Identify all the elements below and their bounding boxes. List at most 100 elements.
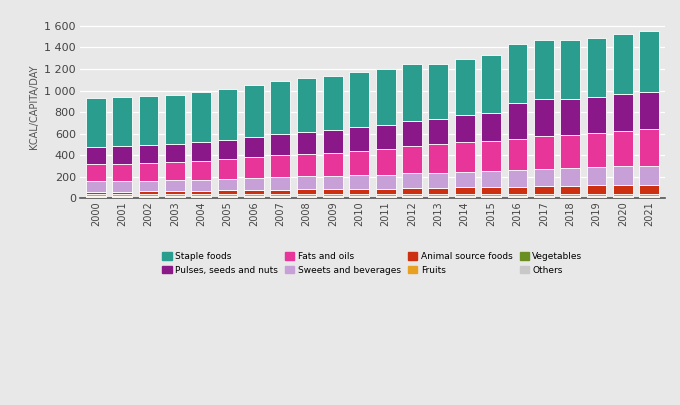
- Bar: [86, 196, 105, 197]
- Bar: [323, 189, 343, 194]
- Bar: [86, 197, 105, 198]
- Bar: [165, 191, 185, 194]
- Bar: [587, 97, 607, 133]
- Bar: [112, 197, 132, 198]
- Bar: [165, 180, 185, 191]
- Bar: [402, 188, 422, 194]
- Bar: [191, 194, 211, 196]
- Bar: [271, 190, 290, 194]
- Bar: [560, 197, 580, 198]
- Bar: [350, 72, 369, 128]
- Bar: [587, 133, 607, 167]
- Bar: [323, 130, 343, 153]
- Bar: [534, 136, 554, 169]
- Bar: [350, 128, 369, 151]
- Bar: [218, 190, 237, 194]
- Bar: [534, 40, 554, 100]
- Bar: [296, 194, 316, 196]
- Bar: [560, 134, 580, 168]
- Bar: [271, 177, 290, 190]
- Bar: [191, 161, 211, 180]
- Bar: [244, 194, 264, 196]
- Bar: [112, 181, 132, 192]
- Bar: [534, 186, 554, 194]
- Bar: [296, 197, 316, 198]
- Bar: [428, 173, 448, 188]
- Bar: [560, 98, 580, 134]
- Bar: [112, 192, 132, 194]
- Bar: [534, 196, 554, 197]
- Bar: [560, 186, 580, 194]
- Bar: [323, 153, 343, 176]
- Bar: [323, 196, 343, 197]
- Bar: [139, 197, 158, 198]
- Bar: [428, 119, 448, 145]
- Bar: [455, 143, 475, 172]
- Bar: [402, 194, 422, 196]
- Bar: [376, 197, 396, 198]
- Bar: [86, 181, 105, 192]
- Bar: [428, 196, 448, 197]
- Bar: [507, 197, 527, 198]
- Bar: [613, 34, 632, 94]
- Bar: [218, 159, 237, 179]
- Bar: [165, 162, 185, 180]
- Bar: [455, 115, 475, 143]
- Bar: [244, 137, 264, 157]
- Bar: [613, 131, 632, 166]
- Bar: [639, 31, 659, 92]
- Bar: [218, 197, 237, 198]
- Bar: [560, 194, 580, 196]
- Bar: [376, 189, 396, 194]
- Bar: [455, 188, 475, 194]
- Bar: [271, 155, 290, 177]
- Bar: [165, 194, 185, 196]
- Bar: [323, 194, 343, 196]
- Bar: [244, 157, 264, 178]
- Bar: [191, 143, 211, 161]
- Bar: [481, 55, 501, 113]
- Bar: [481, 197, 501, 198]
- Bar: [112, 164, 132, 181]
- Bar: [191, 92, 211, 143]
- Bar: [244, 197, 264, 198]
- Bar: [402, 197, 422, 198]
- Bar: [481, 141, 501, 171]
- Bar: [218, 179, 237, 190]
- Bar: [481, 187, 501, 194]
- Bar: [139, 194, 158, 196]
- Bar: [639, 197, 659, 198]
- Bar: [244, 190, 264, 194]
- Bar: [507, 194, 527, 196]
- Bar: [139, 145, 158, 163]
- Bar: [613, 197, 632, 198]
- Bar: [639, 92, 659, 129]
- Bar: [323, 197, 343, 198]
- Bar: [376, 175, 396, 189]
- Bar: [560, 168, 580, 186]
- Bar: [534, 100, 554, 136]
- Bar: [350, 197, 369, 198]
- Bar: [86, 147, 105, 164]
- Bar: [86, 192, 105, 194]
- Bar: [587, 167, 607, 185]
- Bar: [350, 151, 369, 175]
- Bar: [191, 197, 211, 198]
- Bar: [481, 196, 501, 197]
- Bar: [455, 59, 475, 115]
- Bar: [139, 191, 158, 194]
- Bar: [507, 44, 527, 103]
- Bar: [218, 196, 237, 197]
- Bar: [271, 81, 290, 134]
- Bar: [428, 197, 448, 198]
- Bar: [191, 191, 211, 194]
- Bar: [376, 69, 396, 125]
- Bar: [481, 113, 501, 141]
- Bar: [296, 78, 316, 132]
- Bar: [165, 95, 185, 144]
- Bar: [86, 194, 105, 196]
- Bar: [587, 196, 607, 197]
- Bar: [244, 178, 264, 190]
- Bar: [481, 171, 501, 187]
- Bar: [350, 175, 369, 189]
